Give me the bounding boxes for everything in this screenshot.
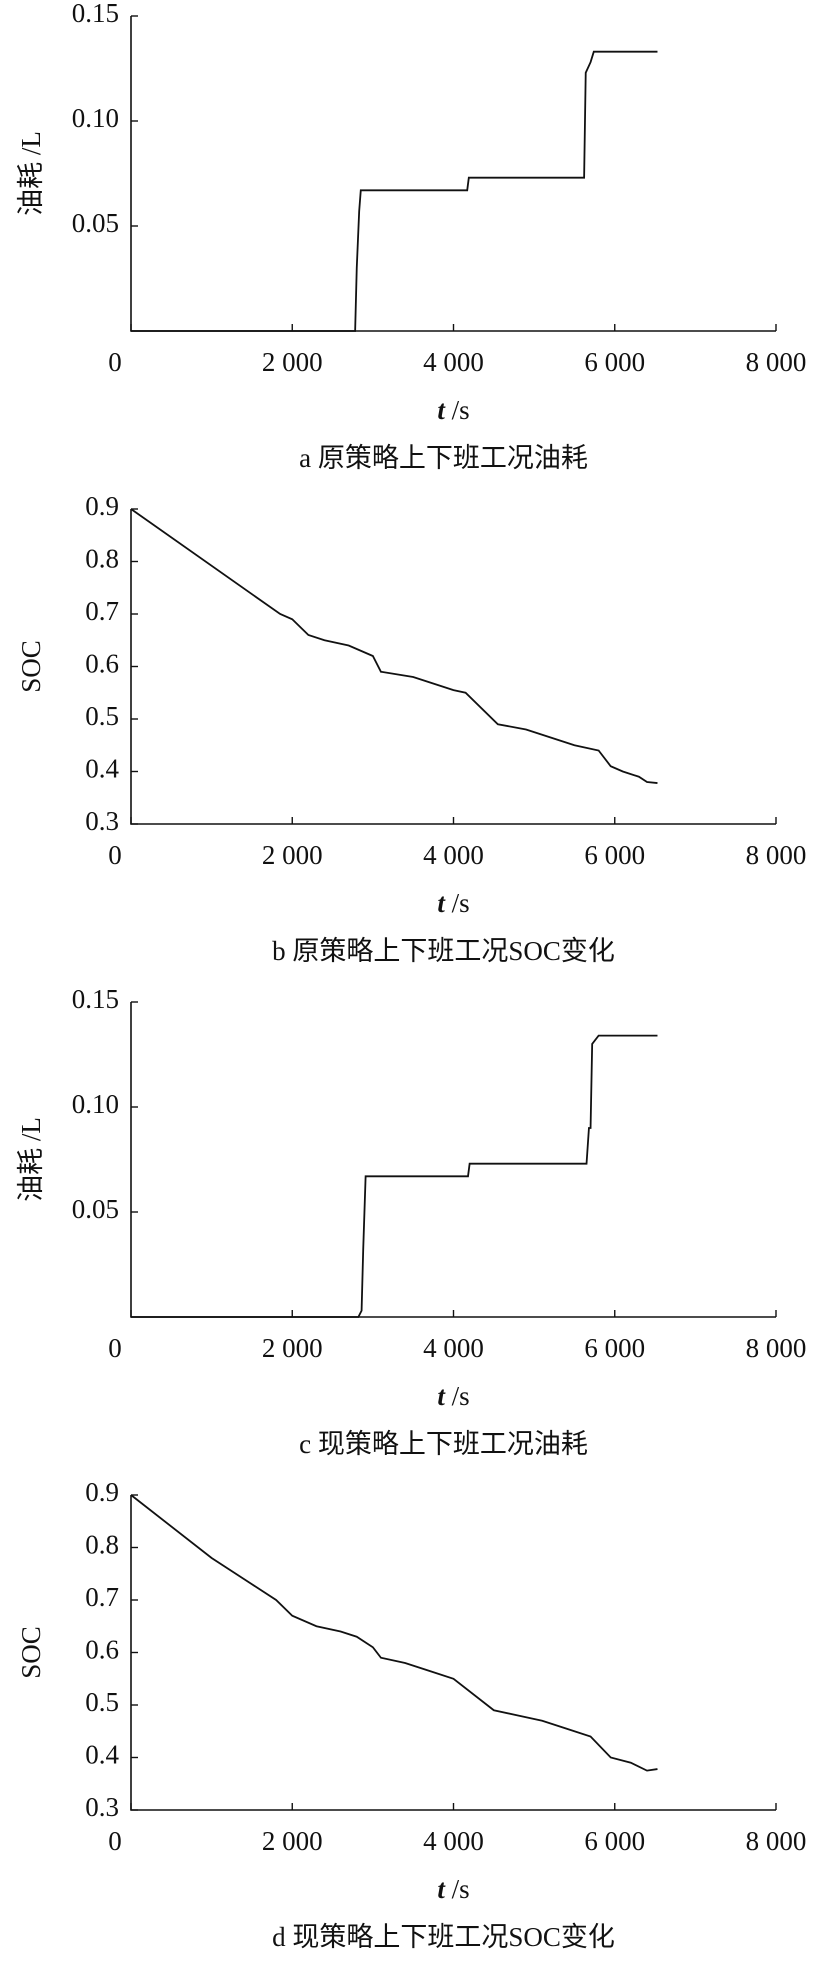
x-tick-label: 0 xyxy=(108,347,122,377)
x-tick-label: 4 000 xyxy=(423,1826,484,1856)
x-tick-label: 6 000 xyxy=(584,840,645,870)
y-tick-label: 0.9 xyxy=(85,493,119,521)
x-tick-label: 0 xyxy=(108,1333,122,1363)
y-axis-label: SOC xyxy=(16,1626,46,1679)
data-line xyxy=(131,50,658,332)
x-tick-label: 2 000 xyxy=(262,840,323,870)
x-tick-label: 2 000 xyxy=(262,1826,323,1856)
x-tick-label: 2 000 xyxy=(262,1333,323,1363)
x-axis-label: t /s xyxy=(437,888,469,918)
axes xyxy=(130,1495,776,1811)
x-tick-label: 8 000 xyxy=(746,347,807,377)
x-tick-label: 6 000 xyxy=(584,1333,645,1363)
y-tick-label: 0.6 xyxy=(85,649,119,679)
y-axis-label: 油耗 /L xyxy=(16,131,46,216)
chart: 0.3 0.4 0.5 0.6 0.7 0.8 0.9 0 2 000 4 000 6 000 8 0… xyxy=(16,493,807,966)
x-axis-label: t /s xyxy=(437,1381,469,1411)
data-line xyxy=(130,508,658,784)
data-line xyxy=(131,1034,658,1318)
chart: 0.3 0.4 0.5 0.6 0.7 0.8 0.9 0 2 000 4 000 6 000 8 0… xyxy=(16,1479,807,1952)
y-tick-label: 0.15 xyxy=(72,0,119,28)
x-tick-label: 4 000 xyxy=(423,1333,484,1363)
y-tick-label: 0.05 xyxy=(72,1194,119,1224)
x-tick-label: 8 000 xyxy=(746,1826,807,1856)
y-tick-label: 0.8 xyxy=(85,544,119,574)
y-tick-label: 0.9 xyxy=(85,1479,119,1507)
y-axis-label: 油耗 /L xyxy=(16,1117,46,1202)
y-tick-label: 0.3 xyxy=(85,806,119,836)
y-tick-label: 0.6 xyxy=(85,1635,119,1665)
y-tick-label: 0.8 xyxy=(85,1530,119,1560)
axes xyxy=(130,509,776,825)
axes xyxy=(130,1002,776,1318)
y-tick-label: 0.7 xyxy=(85,596,119,626)
caption: a 原策略上下班工况油耗 xyxy=(299,443,588,473)
y-tick-label: 0.4 xyxy=(85,1740,119,1770)
x-tick-label: 0 xyxy=(108,840,122,870)
y-axis-label: SOC xyxy=(16,640,46,693)
y-tick-label: 0.5 xyxy=(85,701,119,731)
x-tick-label: 4 000 xyxy=(423,347,484,377)
axes xyxy=(130,16,776,332)
caption: b 原策略上下班工况SOC变化 xyxy=(272,936,615,966)
x-tick-label: 0 xyxy=(108,1826,122,1856)
data-line xyxy=(130,1494,658,1772)
chart: 0.05 0.10 0.15 0 2 000 4 000 6 000 8 000 t /s 油耗 … xyxy=(16,986,807,1459)
caption: c 现策略上下班工况油耗 xyxy=(299,1429,588,1459)
x-tick-label: 6 000 xyxy=(584,1826,645,1856)
chart: 0.05 0.10 0.15 0 2 000 4 000 6 000 8 000 t /s 油耗 … xyxy=(16,0,807,473)
x-tick-label: 8 000 xyxy=(746,840,807,870)
caption: d 现策略上下班工况SOC变化 xyxy=(272,1922,615,1952)
x-axis-label: t /s xyxy=(437,395,469,425)
x-axis-label: t /s xyxy=(437,1874,469,1904)
x-tick-label: 8 000 xyxy=(746,1333,807,1363)
y-tick-label: 0.3 xyxy=(85,1792,119,1822)
x-tick-label: 2 000 xyxy=(262,347,323,377)
y-tick-label: 0.4 xyxy=(85,754,119,784)
y-tick-label: 0.7 xyxy=(85,1582,119,1612)
y-tick-label: 0.05 xyxy=(72,208,119,238)
y-tick-label: 0.5 xyxy=(85,1687,119,1717)
y-tick-label: 0.10 xyxy=(72,103,119,133)
x-tick-label: 4 000 xyxy=(423,840,484,870)
y-tick-label: 0.15 xyxy=(72,986,119,1014)
y-tick-label: 0.10 xyxy=(72,1089,119,1119)
x-tick-label: 6 000 xyxy=(584,347,645,377)
